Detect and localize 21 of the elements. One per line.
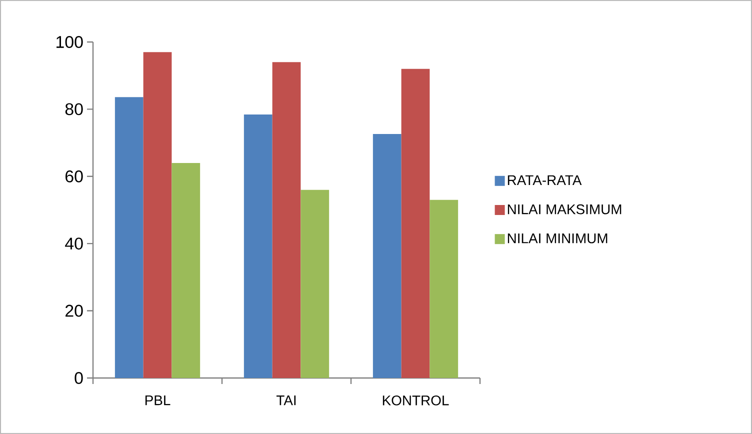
- bar: [372, 134, 402, 378]
- bar: [401, 68, 430, 378]
- legend-label: RATA-RATA: [508, 175, 582, 185]
- bar: [114, 97, 144, 378]
- legend-label: NILAI MINIMUM: [508, 234, 608, 244]
- x-tick-label: TAI: [276, 396, 296, 406]
- y-tick-label: 80: [65, 103, 83, 116]
- bar: [300, 190, 330, 378]
- x-tick-label: PBL: [145, 396, 170, 406]
- bar: [272, 62, 301, 378]
- legend-label: NILAI MAKSIMUM: [508, 204, 622, 214]
- y-tick-label: 20: [66, 304, 83, 317]
- bar: [430, 200, 458, 378]
- y-tick-label: 100: [56, 36, 83, 48]
- bar: [143, 52, 172, 378]
- bar: [244, 114, 272, 378]
- y-tick-label: 60: [66, 170, 83, 182]
- y-tick-label: 0: [74, 372, 83, 384]
- x-tick-label: KONTROL: [382, 395, 449, 406]
- y-tick-label: 40: [65, 238, 83, 250]
- bar: [172, 162, 200, 378]
